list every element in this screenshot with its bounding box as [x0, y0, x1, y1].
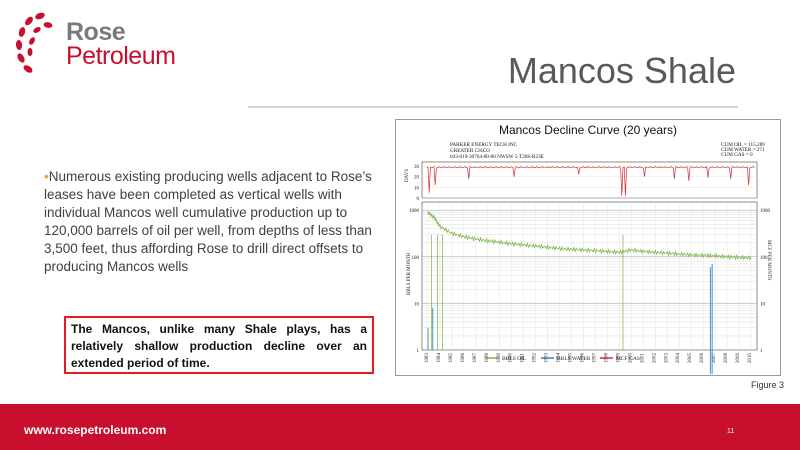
x-tick-label: 1997	[592, 353, 597, 364]
oil-spikes	[431, 234, 624, 350]
y-tick-label-right: 1000	[760, 209, 771, 214]
x-tick-label: 1987	[473, 353, 478, 364]
chart-well-id: 043-019-30764-00-00 NWSW 5-T20S-R23E	[450, 154, 544, 160]
x-tick-label: 2002	[652, 353, 657, 364]
footer-bar: www.rosepetroleum.com 11	[0, 404, 800, 450]
slide-title: Mancos Shale	[507, 50, 736, 91]
y-axis-label-right: MCF PER MONTH	[766, 240, 771, 281]
chart-cum-water: CUM WATER = 271	[721, 147, 765, 153]
days-tick-label: 10	[414, 186, 420, 191]
logo-text-petroleum: Petroleum	[66, 42, 176, 70]
series-bbls-water	[427, 264, 713, 374]
figure-label: Figure 3	[751, 380, 785, 390]
chart-header: PARKER ENERGY TECH INC GREATER CISCO 043…	[450, 142, 765, 160]
legend-water: BBLS WATER	[557, 356, 591, 362]
x-tick-label: 2001	[640, 353, 645, 364]
chart-cum-gas: CUM GAS = 0	[721, 152, 753, 158]
x-tick-label: 2004	[676, 353, 681, 364]
x-tick-label: 2006	[700, 353, 705, 364]
company-logo: Rose Petroleum	[10, 8, 176, 78]
x-tick-label: 1985	[449, 353, 454, 364]
series-bbls-oil	[427, 210, 752, 261]
y-tick-label-right: 10	[760, 302, 766, 307]
chart-operator: PARKER ENERGY TECH INC	[450, 142, 518, 148]
production-grid	[422, 202, 757, 351]
x-tick-label: 1986	[461, 353, 466, 364]
x-tick-label: 1984	[437, 353, 442, 364]
x-tick-label: 1991	[521, 353, 526, 364]
footer-website-link[interactable]: www.rosepetroleum.com	[24, 423, 167, 437]
days-ticks: 30 20 10 0	[414, 165, 420, 202]
bullet-text: Numerous existing producing wells adjace…	[44, 169, 372, 274]
bullet-icon: •	[44, 169, 49, 184]
days-tick-label: 0	[417, 197, 420, 202]
decline-curve-figure: Mancos Decline Curve (20 years) PARKER E…	[395, 119, 781, 376]
chart-legend: BBLS OIL BBLS WATER MCF GAS	[486, 356, 640, 362]
x-tick-label: 2010	[748, 353, 753, 364]
rose-petals-icon	[15, 12, 53, 73]
x-tick-label: 1994	[557, 353, 562, 364]
x-tick-label: 2008	[724, 353, 729, 364]
x-tick-label: 2003	[664, 353, 669, 364]
y-tick-label: 10	[414, 302, 420, 307]
x-tick-label: 2007	[712, 353, 717, 364]
days-tick-label: 20	[414, 176, 420, 181]
x-tick-label: 1989	[497, 353, 502, 364]
days-grid	[422, 165, 757, 199]
bullet-point: •Numerous existing producing wells adjac…	[44, 168, 374, 276]
x-tick-label: 2009	[736, 353, 741, 364]
x-tick-label: 2005	[688, 353, 693, 364]
legend-gas: MCF GAS	[616, 356, 640, 362]
x-tick-label: 1996	[581, 353, 586, 364]
x-tick-label: 1995	[569, 353, 574, 364]
days-axis-label: DAYS	[405, 169, 410, 182]
days-on-line	[426, 165, 755, 196]
days-tick-label: 30	[414, 165, 420, 170]
y-tick-label: 1	[417, 349, 420, 354]
page-number: 11	[727, 428, 735, 435]
x-tick-label: 1999	[616, 353, 621, 364]
title-divider	[248, 106, 738, 108]
legend-oil: BBLS OIL	[502, 356, 527, 362]
x-tick-label: 1990	[509, 353, 514, 364]
chart-cum-oil: CUM OIL = 115,289	[721, 142, 765, 148]
chart-field: GREATER CISCO	[450, 148, 490, 154]
y-tick-label: 100	[412, 256, 420, 261]
logo-text-rose: Rose	[66, 18, 126, 46]
y-ticks-right: 1000 100 10 1	[760, 209, 771, 354]
x-tick-label: 1983	[425, 353, 430, 364]
callout-box: The Mancos, unlike many Shale plays, has…	[64, 316, 374, 374]
x-tick-label: 2000	[628, 353, 633, 364]
figure-caption: Mancos Decline Curve (20 years)	[498, 123, 678, 137]
y-tick-label-right: 1	[760, 349, 763, 354]
y-axis-label: BBLS PER MONTH	[407, 252, 412, 295]
x-tick-label: 1992	[533, 353, 538, 364]
y-ticks: 1000 100 10 1	[409, 209, 420, 354]
y-tick-label: 1000	[409, 209, 420, 214]
y-tick-label-right: 100	[760, 256, 768, 261]
decline-curve-chart: PARKER ENERGY TECH INC GREATER CISCO 043…	[405, 142, 771, 374]
